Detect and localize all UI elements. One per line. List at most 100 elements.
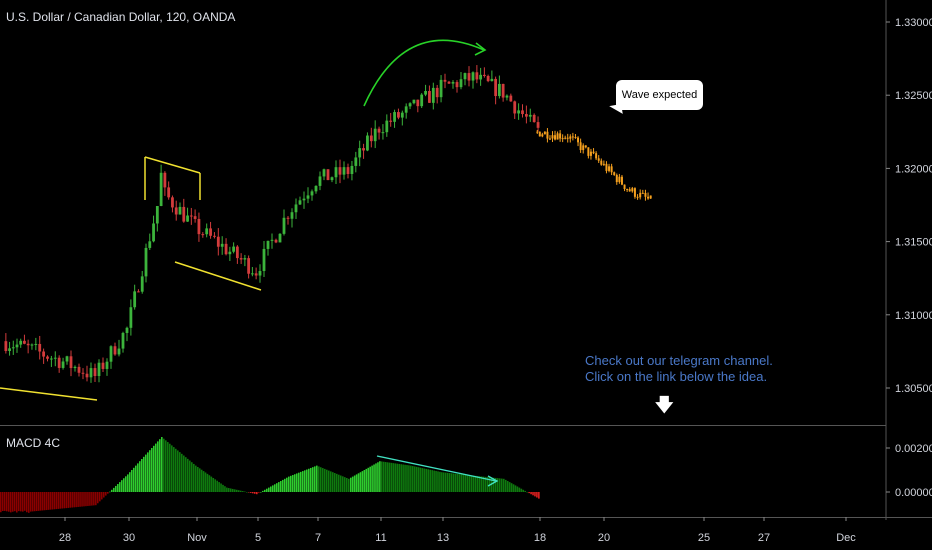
candle (517, 103, 521, 120)
candle (216, 228, 220, 256)
macd-bar (280, 481, 282, 492)
candle (286, 216, 290, 225)
macd-bar (41, 492, 44, 511)
macd-bar (429, 469, 432, 492)
candle-body (182, 206, 186, 222)
macd-bar (461, 474, 463, 492)
forecast-body (610, 166, 613, 173)
candle (38, 335, 42, 360)
macd-bar (115, 485, 117, 492)
candle (254, 267, 258, 280)
macd-bar (107, 492, 109, 494)
macd-bar (493, 477, 495, 492)
candle-body (350, 165, 354, 174)
time-tick-label: 25 (698, 532, 710, 544)
candle-body (93, 368, 97, 377)
candle-body (377, 128, 381, 133)
macd-bar (457, 473, 459, 492)
macd-bar (443, 472, 445, 492)
candle (404, 103, 408, 119)
candle (85, 365, 89, 382)
candle (61, 357, 65, 370)
candle (125, 326, 129, 342)
candle-body (205, 228, 209, 235)
candle-body (189, 215, 193, 217)
macd-bar (30, 492, 32, 512)
macd-bar (479, 476, 481, 492)
candle-body (393, 112, 396, 122)
candle (163, 171, 167, 196)
candle-body (201, 234, 205, 236)
candle (459, 72, 463, 90)
macd-bar (481, 476, 483, 492)
time-tick-label: 30 (123, 532, 135, 544)
candle (439, 75, 443, 103)
candle-body (494, 78, 498, 97)
macd-bar (119, 482, 121, 492)
candle-body (509, 95, 513, 102)
candle-body (89, 368, 93, 378)
time-tick-label: 18 (534, 532, 546, 544)
candle-body (105, 361, 109, 369)
candle (148, 233, 152, 251)
candle-body (250, 273, 254, 275)
forecast-candle (610, 163, 613, 176)
candle (290, 208, 294, 228)
trendline-low (0, 387, 98, 401)
forecast-body (571, 136, 574, 138)
candle (4, 333, 8, 354)
macd-bar (238, 490, 240, 492)
candle (346, 163, 350, 179)
candle (250, 267, 254, 277)
candle-body (358, 148, 362, 158)
candle (455, 80, 459, 93)
candle (482, 67, 486, 78)
forecast-body (597, 158, 600, 161)
macd-bar (206, 473, 209, 492)
candle-body (471, 72, 475, 81)
macd-bar (33, 492, 36, 512)
macd-bar (506, 481, 509, 492)
forecast-body (587, 147, 590, 156)
macd-bar (24, 492, 26, 511)
macd-bar (334, 473, 336, 492)
candle (505, 94, 509, 101)
price-tick-label: 1.30500 (895, 383, 932, 395)
macd-bar (175, 448, 177, 492)
macd-bar (216, 480, 218, 492)
candle (182, 198, 186, 223)
candle (532, 113, 536, 123)
macd-bar (435, 470, 437, 492)
candle-body (366, 135, 369, 151)
macd-bar (475, 475, 477, 492)
forecast-candle (641, 189, 644, 194)
forecast-body (559, 133, 562, 139)
price-pane (4, 65, 652, 383)
candle-body (389, 120, 393, 122)
candle (247, 255, 251, 279)
forecast-body (584, 145, 587, 148)
macd-bar (35, 492, 38, 512)
macd-bar (109, 491, 111, 493)
forecast-candle (618, 173, 621, 184)
candle-body (53, 357, 57, 359)
candle-body (224, 243, 228, 255)
macd-bar (244, 491, 246, 493)
macd-bar (353, 475, 356, 492)
candle-body (121, 332, 125, 349)
macd-bar (10, 492, 12, 513)
macd-bar (2, 492, 4, 512)
candle (278, 233, 282, 243)
macd-bar (473, 475, 475, 492)
macd-bar (398, 463, 401, 492)
candle (65, 355, 69, 365)
candle-body (220, 243, 224, 247)
macd-bar (388, 462, 391, 492)
macd-bar (45, 492, 48, 511)
candle-body (49, 358, 53, 360)
macd-bar (63, 492, 66, 509)
candle (318, 171, 322, 191)
candle-body (30, 344, 34, 346)
candle-body (314, 185, 318, 192)
